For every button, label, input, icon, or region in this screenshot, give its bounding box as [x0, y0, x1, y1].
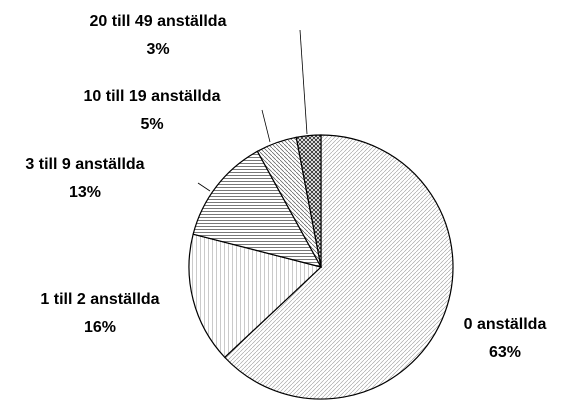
leader-line [299, 29, 308, 135]
leader-line [197, 182, 211, 192]
slice-value-label: 16% [84, 319, 116, 336]
pie-slice [295, 134, 322, 268]
slice-value-label: 63% [489, 344, 521, 361]
slice-label: 20 till 49 anställda [90, 13, 227, 30]
pie-slice [223, 134, 454, 400]
slice-value-label: 13% [69, 184, 101, 201]
slice-value-label: 3% [146, 41, 169, 58]
slice-label: 10 till 19 anställda [84, 88, 221, 105]
pie-slice [192, 150, 323, 268]
pie-slice [188, 233, 323, 359]
slice-label: 1 till 2 anställda [40, 291, 159, 308]
leader-line [261, 109, 271, 143]
slice-value-label: 5% [140, 116, 163, 133]
slice-label: 3 till 9 anställda [25, 156, 144, 173]
slice-label: 0 anställda [464, 316, 547, 333]
